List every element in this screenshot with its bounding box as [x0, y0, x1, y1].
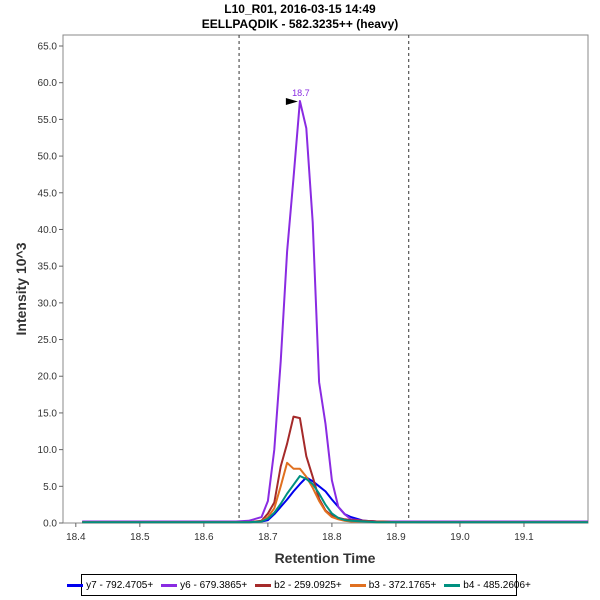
y-tick-label: 40.0 [38, 225, 58, 236]
legend-label: b4 - 485.2606+ [463, 579, 531, 591]
legend-item: b3 - 372.1765+ [349, 579, 437, 591]
y-tick-label: 15.0 [38, 408, 58, 419]
plot-area [62, 34, 589, 524]
x-axis: 18.4 18.5 18.6 18.7 18.8 18.9 19.0 19.1 [66, 523, 534, 543]
y-tick-label: 60.0 [38, 78, 58, 89]
legend-swatch [161, 583, 178, 587]
y-tick-label: 20.0 [38, 372, 58, 383]
y-tick-label: 50.0 [38, 152, 58, 163]
series-lines [82, 100, 588, 524]
x-tick-label: 18.7 [258, 532, 278, 543]
y-tick-label: 25.0 [38, 335, 58, 346]
legend-item: y6 - 679.3865+ [161, 580, 247, 591]
y-axis: 0.0 5.0 10.0 15.0 20.0 25.0 30.0 35.0 40.0 45.0 50… [38, 42, 63, 530]
x-axis-title: Retention Time [275, 550, 376, 566]
legend-swatch [67, 583, 84, 587]
legend-label: y7 - 792.4705+ [86, 579, 154, 591]
x-tick-label: 19.0 [450, 532, 470, 543]
chart-title: L10_R01, 2016-03-15 14:49 [224, 2, 376, 16]
legend-label: y6 - 679.3865+ [180, 579, 248, 591]
chart-subtitle: EELLPAQDIK - 582.3235++ (heavy) [202, 17, 399, 31]
y-tick-label: 10.0 [38, 445, 58, 456]
legend-item: y7 - 792.4705+ [67, 580, 153, 591]
series-line-b4 [82, 475, 588, 524]
y-tick-label: 45.0 [38, 188, 58, 199]
y-tick-label: 30.0 [38, 298, 58, 309]
x-tick-label: 18.5 [130, 532, 150, 543]
y-axis-title: Intensity 10^3 [13, 242, 29, 335]
legend-swatch [349, 583, 366, 587]
peak-arrow-icon [285, 98, 298, 106]
peak-annotation: 18.7 [285, 88, 310, 106]
x-tick-label: 18.6 [194, 532, 214, 543]
peak-label: 18.7 [292, 88, 310, 98]
y-tick-label: 35.0 [38, 262, 58, 273]
legend-label: b2 - 259.0925+ [274, 579, 342, 591]
legend-item: b4 - 485.2606+ [444, 580, 531, 591]
y-tick-label: 55.0 [38, 115, 58, 126]
x-tick-label: 18.4 [66, 532, 86, 543]
legend-swatch [255, 583, 272, 587]
x-tick-label: 19.1 [514, 532, 534, 543]
legend-swatch [444, 583, 461, 587]
y-tick-label: 65.0 [38, 42, 58, 53]
legend-item: b2 - 259.0925+ [255, 580, 342, 591]
legend-label: b3 - 372.1765+ [368, 579, 437, 591]
x-tick-label: 18.9 [386, 532, 406, 543]
y-tick-label: 0.0 [43, 519, 57, 530]
y-tick-label: 5.0 [43, 482, 57, 493]
x-tick-label: 18.8 [322, 532, 342, 543]
legend: y7 - 792.4705+ y6 - 679.3865+ b2 - 259.092… [67, 574, 531, 596]
